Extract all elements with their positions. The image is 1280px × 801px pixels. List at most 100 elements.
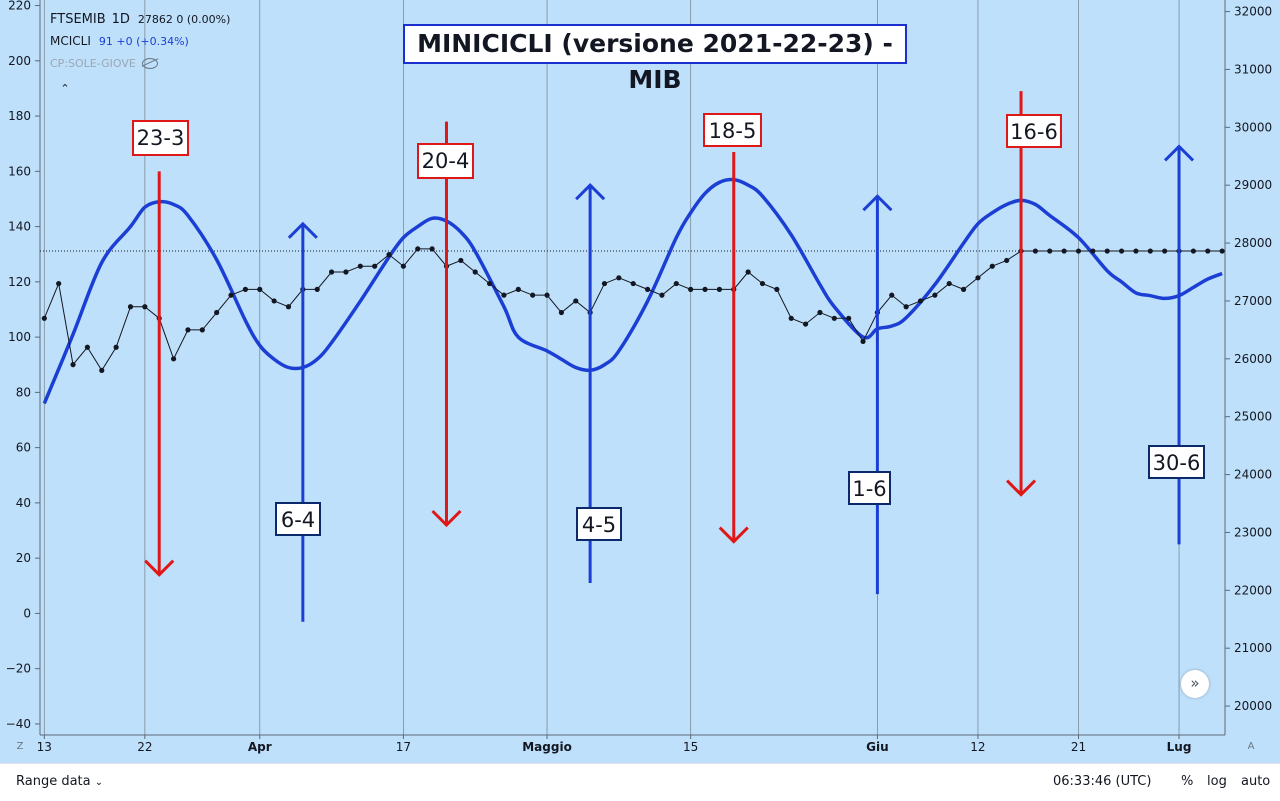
price-point — [817, 309, 823, 316]
price-point — [415, 246, 421, 252]
price-point — [314, 286, 320, 292]
cycle-arrow-head — [862, 194, 893, 212]
price-point — [903, 304, 909, 310]
right-axis-tick-label: 20000 — [1234, 699, 1272, 713]
range-button[interactable]: Range data ⌄ — [16, 774, 103, 789]
price-point — [960, 286, 967, 292]
bottom-toolbar: Range data ⌄ 06:33:46 (UTC) % log auto — [0, 763, 1280, 801]
price-point — [616, 275, 622, 281]
price-point — [113, 344, 119, 350]
price-point — [199, 327, 205, 333]
symbol-name[interactable]: FTSEMIB — [50, 12, 106, 27]
cycle-arrow-head — [1005, 479, 1037, 497]
clock-time[interactable]: 06:33:46 (UTC) — [1053, 774, 1152, 789]
legend-hidden-indicator-row[interactable]: CP:SOLE-GIOVE — [50, 52, 230, 74]
price-point — [486, 280, 493, 287]
left-axis-tick-label: 60 — [16, 441, 31, 455]
left-axis-tick-label: −40 — [6, 717, 31, 731]
cycle-label: 4-5 — [576, 507, 622, 541]
legend-indicator-row[interactable]: MCICLI 91 +0 (+0.34%) — [50, 30, 230, 52]
left-axis-tick-label: 20 — [16, 551, 31, 565]
log-toggle[interactable]: log — [1207, 774, 1227, 789]
price-point — [601, 280, 608, 287]
corner-right-button[interactable]: A — [1247, 741, 1255, 752]
cycle-label: 6-4 — [275, 502, 321, 536]
right-axis-tick-label: 31000 — [1234, 62, 1272, 76]
price-point — [84, 344, 90, 350]
price-point — [357, 263, 363, 269]
range-label: Range data — [16, 774, 91, 789]
hidden-indicator-name[interactable]: CP:SOLE-GIOVE — [50, 57, 136, 70]
price-point — [802, 321, 809, 327]
price-point — [932, 292, 938, 298]
percent-toggle[interactable]: % — [1181, 774, 1194, 789]
price-point — [228, 292, 234, 298]
price-point — [831, 315, 837, 321]
chart-svg: −40 −20 0 20 40 60 80 100 120 140 160 180 200 220 2000… — [0, 0, 1280, 763]
right-axis-tick-label: 21000 — [1234, 641, 1272, 655]
price-point — [889, 292, 895, 298]
right-axis-tick-label: 27000 — [1234, 294, 1272, 308]
price-point — [558, 309, 565, 316]
chevron-down-icon: ⌄ — [94, 777, 104, 788]
right-axis-tick-label: 30000 — [1234, 120, 1272, 134]
price-point — [1075, 248, 1082, 254]
price-point — [386, 252, 392, 258]
cycle-arrow-head — [1163, 144, 1195, 162]
plot-background — [40, 0, 1225, 735]
left-axis-tick-label: 80 — [16, 385, 31, 399]
price-point — [1104, 248, 1110, 254]
price-text: 27862 0 (0.00%) — [137, 13, 231, 26]
legend-symbol-row[interactable]: FTSEMIB 1D 27862 0 (0.00%) — [50, 8, 230, 30]
price-point — [774, 286, 780, 292]
price-point — [1090, 248, 1096, 254]
double-chevron-right-icon[interactable]: » — [1181, 670, 1209, 698]
cycle-label: 30-6 — [1148, 445, 1205, 479]
price-point — [1162, 248, 1168, 254]
timeframe[interactable]: 1D — [111, 12, 130, 27]
right-axis-tick-label: 29000 — [1234, 178, 1272, 192]
price-point — [1147, 248, 1153, 254]
left-axis-panel — [0, 0, 40, 735]
right-axis-tick-label: 25000 — [1234, 410, 1272, 424]
price-point — [1205, 248, 1211, 254]
x-axis-tick-label: 13 — [37, 740, 52, 754]
cycle-label: 16-6 — [1006, 114, 1062, 148]
cycle-label: 18-5 — [703, 113, 762, 147]
right-axis-tick-label: 24000 — [1234, 468, 1272, 482]
left-axis-tick-label: 200 — [8, 54, 31, 68]
right-axis-tick-label: 32000 — [1234, 5, 1272, 19]
price-point — [644, 286, 651, 292]
price-point — [1061, 248, 1067, 254]
price-point — [673, 280, 679, 287]
price-point — [170, 356, 177, 362]
x-axis-tick-label: 12 — [970, 740, 985, 754]
cycle-label: 23-3 — [132, 120, 189, 156]
eye-hidden-icon[interactable] — [141, 58, 158, 69]
chevron-up-icon[interactable]: ⌃ — [60, 82, 70, 95]
left-axis-tick-label: 140 — [8, 220, 31, 234]
indicator-values: 91 +0 (+0.34%) — [98, 35, 189, 48]
corner-left-button[interactable]: Z — [16, 741, 24, 752]
cycle-arrow-head — [287, 221, 318, 239]
price-point — [372, 263, 378, 269]
price-point — [429, 246, 435, 252]
price-point — [99, 367, 105, 373]
legend: FTSEMIB 1D 27862 0 (0.00%) MCICLI 91 +0 (+0… — [50, 8, 230, 74]
price-point — [142, 304, 148, 310]
price-point — [328, 269, 335, 275]
cycle-arrow-head — [575, 183, 606, 201]
left-axis-tick-label: 160 — [8, 164, 31, 178]
price-point — [745, 269, 751, 275]
indicator-name[interactable]: MCICLI — [50, 34, 91, 48]
price-point — [185, 327, 191, 333]
price-point — [630, 280, 636, 287]
right-axis-tick-label: 28000 — [1234, 236, 1272, 250]
price-point — [946, 280, 952, 287]
price-point — [501, 292, 507, 298]
price-point — [458, 257, 464, 264]
x-axis-tick-label: Maggio — [522, 740, 572, 754]
auto-toggle[interactable]: auto — [1241, 774, 1271, 789]
cycle-arrow-head — [718, 526, 749, 544]
